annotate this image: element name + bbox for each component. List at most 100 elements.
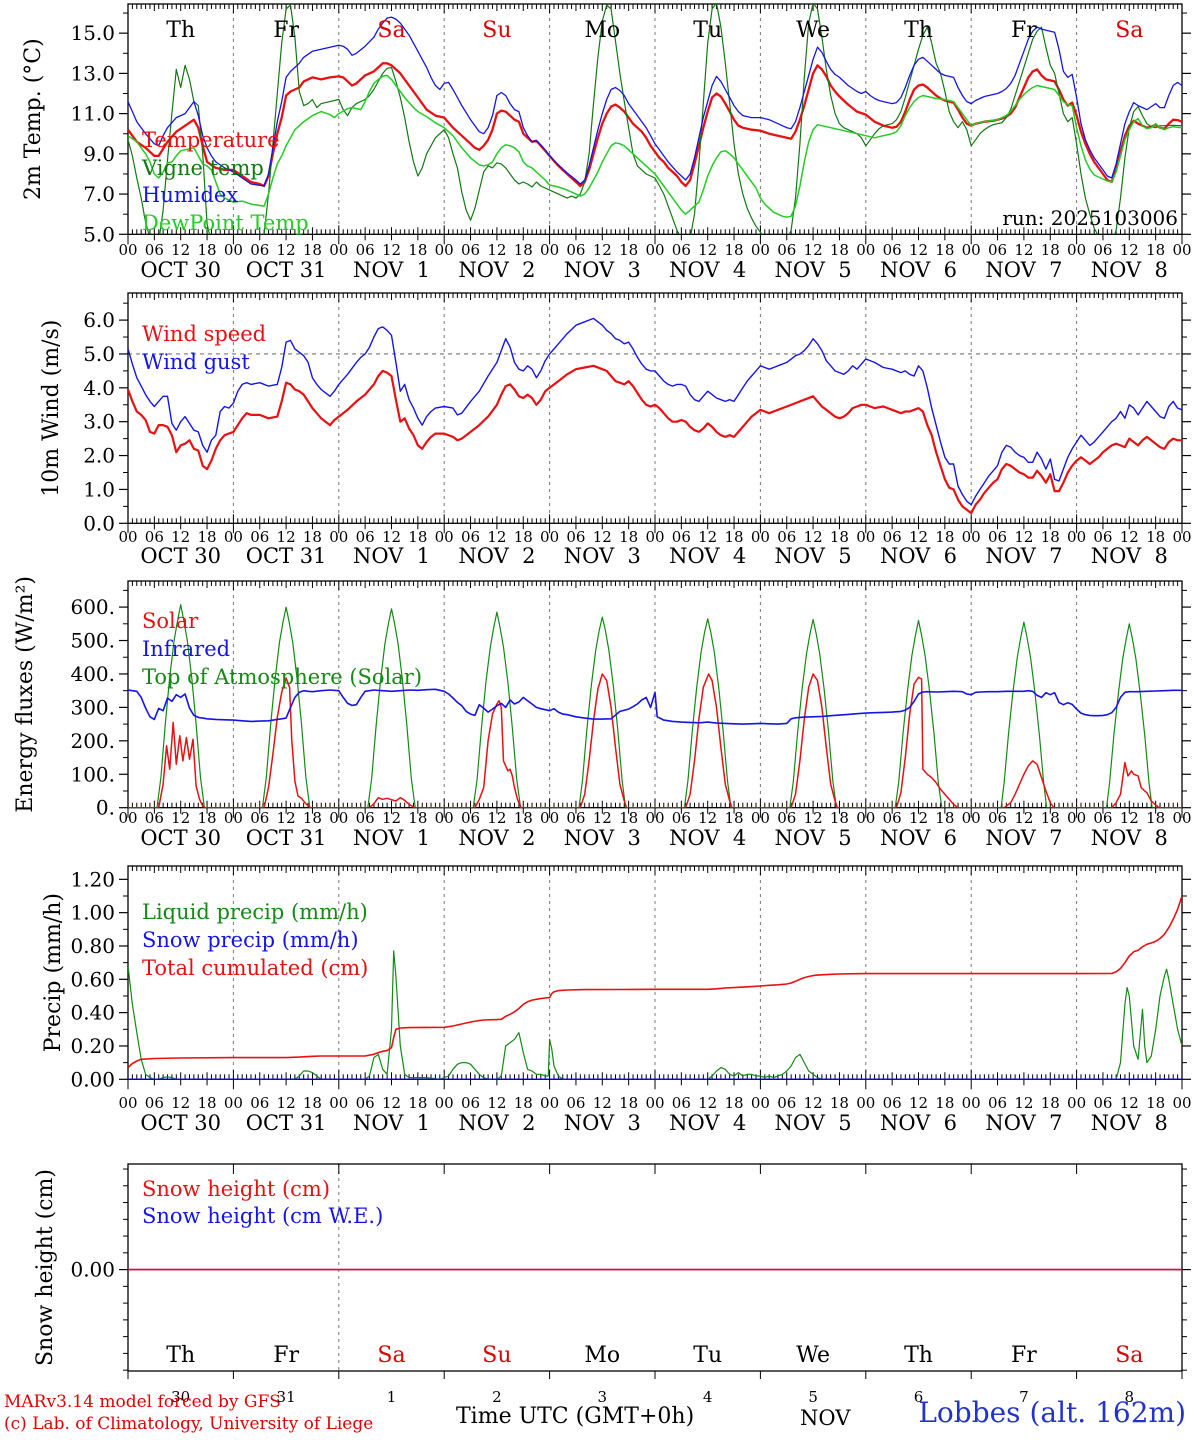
hour-label: 12 bbox=[1014, 1094, 1033, 1112]
hour-label: 12 bbox=[909, 1094, 928, 1112]
hour-label: 00 bbox=[751, 528, 770, 546]
date-label: OCT 31 bbox=[246, 258, 327, 282]
day-label: Th bbox=[904, 18, 933, 43]
hour-label: 18 bbox=[1146, 1094, 1165, 1112]
hour-label: 18 bbox=[303, 1094, 322, 1112]
hour-label: 06 bbox=[883, 809, 902, 827]
date-label: OCT 30 bbox=[140, 258, 221, 282]
date-label: OCT 30 bbox=[140, 544, 221, 568]
hour-label: 12 bbox=[804, 528, 823, 546]
hour-label: 12 bbox=[487, 241, 506, 259]
day-label: Tu bbox=[693, 18, 722, 43]
hour-label: 18 bbox=[935, 241, 954, 259]
hour-label: 00 bbox=[329, 528, 348, 546]
day-label: Th bbox=[904, 1343, 933, 1368]
date-label: NOV 3 bbox=[564, 826, 641, 850]
hour-label: 12 bbox=[804, 809, 823, 827]
hour-label: 12 bbox=[382, 809, 401, 827]
date-label: NOV 7 bbox=[985, 544, 1062, 568]
month-label: NOV bbox=[800, 1406, 851, 1430]
hour-label: 00 bbox=[1172, 809, 1191, 827]
date-label: NOV 6 bbox=[880, 1111, 957, 1135]
hour-label: 12 bbox=[698, 1094, 717, 1112]
date-label: NOV 8 bbox=[1091, 826, 1168, 850]
hour-label: 18 bbox=[725, 528, 744, 546]
date-label: NOV 7 bbox=[985, 1111, 1062, 1135]
hour-label: 06 bbox=[250, 1094, 269, 1112]
date-label: NOV 7 bbox=[985, 258, 1062, 282]
day-label: Su bbox=[482, 18, 511, 43]
date-label: OCT 30 bbox=[140, 826, 221, 850]
hour-label: 06 bbox=[356, 1094, 375, 1112]
hour-label: 00 bbox=[856, 241, 875, 259]
date-label: NOV 3 bbox=[564, 544, 641, 568]
hour-label: 06 bbox=[461, 809, 480, 827]
date-label: NOV 5 bbox=[775, 544, 852, 568]
day-label: We bbox=[796, 18, 830, 43]
date-label: NOV 4 bbox=[669, 1111, 746, 1135]
date-label: NOV 1 bbox=[353, 1111, 430, 1135]
hour-label: 06 bbox=[672, 528, 691, 546]
y-tick-label: 15.0 bbox=[70, 21, 115, 45]
day-label: Sa bbox=[1115, 1343, 1143, 1368]
hour-label: 00 bbox=[540, 1094, 559, 1112]
hour-label: 12 bbox=[593, 1094, 612, 1112]
hour-label: 12 bbox=[1014, 809, 1033, 827]
date-number-label: 7 bbox=[1019, 1388, 1029, 1406]
y-axis-title: Precip (mm/h) bbox=[41, 893, 66, 1052]
date-label: NOV 4 bbox=[669, 544, 746, 568]
hour-label: 00 bbox=[856, 809, 875, 827]
hour-label: 18 bbox=[830, 528, 849, 546]
y-tick-label: 6.0 bbox=[83, 308, 115, 332]
hour-label: 18 bbox=[408, 241, 427, 259]
hour-label: 06 bbox=[988, 241, 1007, 259]
date-number-label: 6 bbox=[914, 1388, 924, 1406]
series-temperature-line bbox=[128, 62, 1182, 188]
hour-label: 00 bbox=[118, 1094, 137, 1112]
hour-label: 12 bbox=[277, 241, 296, 259]
hour-label: 00 bbox=[224, 241, 243, 259]
hour-label: 00 bbox=[1067, 528, 1086, 546]
y-tick-label: 200. bbox=[70, 729, 115, 753]
hour-label: 00 bbox=[224, 528, 243, 546]
hour-label: 00 bbox=[1172, 528, 1191, 546]
hour-label: 18 bbox=[619, 1094, 638, 1112]
legend-energy-fluxes-1: Infrared bbox=[142, 637, 230, 661]
hour-label: 06 bbox=[145, 528, 164, 546]
hour-label: 12 bbox=[698, 809, 717, 827]
hour-label: 00 bbox=[540, 809, 559, 827]
hour-label: 00 bbox=[118, 809, 137, 827]
station-label: Lobbes (alt. 162m) bbox=[918, 1396, 1186, 1429]
hour-label: 18 bbox=[1041, 809, 1060, 827]
hour-label: 12 bbox=[382, 1094, 401, 1112]
date-label: NOV 4 bbox=[669, 826, 746, 850]
date-number-label: 30 bbox=[171, 1388, 190, 1406]
hour-label: 00 bbox=[751, 1094, 770, 1112]
series-wind-gust-line bbox=[128, 317, 1182, 506]
y-tick-label: 0.0 bbox=[83, 511, 115, 535]
y-tick-label: 11.0 bbox=[70, 102, 115, 126]
day-label: Mo bbox=[584, 1343, 620, 1368]
date-label: OCT 31 bbox=[246, 1111, 327, 1135]
hour-label: 18 bbox=[619, 809, 638, 827]
hour-label: 06 bbox=[672, 1094, 691, 1112]
date-label: NOV 1 bbox=[353, 544, 430, 568]
y-tick-label: 0.60 bbox=[70, 967, 115, 991]
date-label: NOV 7 bbox=[985, 826, 1062, 850]
hour-label: 18 bbox=[1041, 241, 1060, 259]
hour-label: 18 bbox=[303, 241, 322, 259]
legend-temperature-2: Humidex bbox=[142, 183, 238, 207]
date-number-label: 8 bbox=[1125, 1388, 1135, 1406]
day-label: Sa bbox=[377, 1343, 405, 1368]
hour-label: 18 bbox=[935, 528, 954, 546]
date-label: OCT 31 bbox=[246, 826, 327, 850]
series-top-of-atmosphere-solar--line bbox=[128, 604, 1182, 808]
hour-label: 12 bbox=[171, 809, 190, 827]
date-label: NOV 5 bbox=[775, 1111, 852, 1135]
hour-label: 06 bbox=[250, 528, 269, 546]
hour-label: 00 bbox=[645, 809, 664, 827]
y-tick-label: 500. bbox=[70, 629, 115, 653]
hour-label: 00 bbox=[224, 1094, 243, 1112]
hour-label: 06 bbox=[356, 809, 375, 827]
y-tick-label: 3.0 bbox=[83, 410, 115, 434]
